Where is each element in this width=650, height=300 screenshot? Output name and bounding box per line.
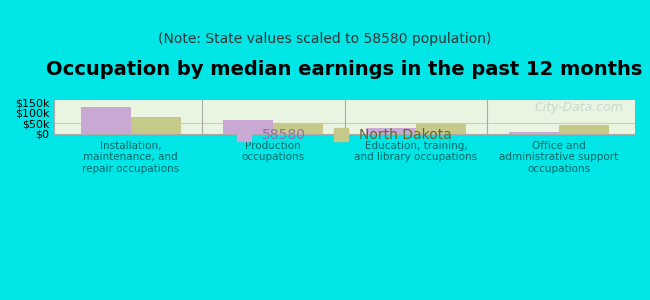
Bar: [81, 107, 131, 134]
Text: (Note: State values scaled to 58580 population): (Note: State values scaled to 58580 popu…: [159, 32, 491, 46]
Text: City-Data.com: City-Data.com: [534, 101, 623, 114]
Bar: [559, 125, 608, 134]
Bar: [131, 117, 181, 134]
Bar: [509, 132, 559, 134]
Legend: 58580, North Dakota: 58580, North Dakota: [232, 123, 458, 148]
Title: Occupation by median earnings in the past 12 months: Occupation by median earnings in the pas…: [47, 60, 643, 79]
Bar: [224, 120, 274, 134]
Bar: [366, 128, 416, 134]
Bar: [416, 123, 466, 134]
Bar: [274, 123, 323, 134]
